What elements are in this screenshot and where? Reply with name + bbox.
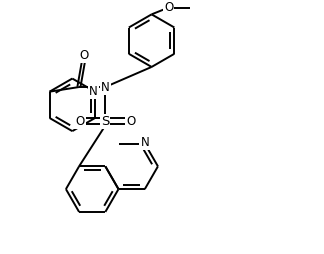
Text: N: N <box>101 81 110 93</box>
Text: O: O <box>75 115 85 128</box>
Text: N: N <box>89 85 98 98</box>
Text: O: O <box>164 1 173 14</box>
Text: N: N <box>140 136 149 149</box>
Text: S: S <box>101 115 110 128</box>
Text: O: O <box>79 49 88 62</box>
Text: O: O <box>126 115 135 128</box>
